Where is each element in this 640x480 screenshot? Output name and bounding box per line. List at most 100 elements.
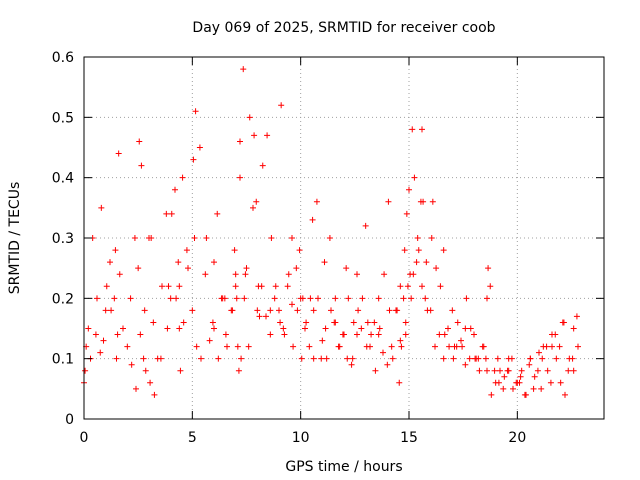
data-point xyxy=(411,174,418,181)
data-point xyxy=(250,204,256,211)
data-point xyxy=(485,265,492,272)
data-point xyxy=(303,319,310,326)
data-point xyxy=(100,337,107,344)
data-point xyxy=(256,313,263,320)
data-point xyxy=(167,295,174,302)
data-point xyxy=(335,343,342,350)
data-point xyxy=(462,325,469,332)
data-point xyxy=(209,319,216,326)
data-point xyxy=(253,198,260,205)
data-point xyxy=(309,216,316,223)
data-point xyxy=(176,283,183,290)
data-point xyxy=(237,138,243,145)
data-point xyxy=(232,271,239,278)
data-point xyxy=(131,235,138,241)
data-point xyxy=(488,391,495,398)
data-point xyxy=(229,307,236,314)
data-point xyxy=(543,343,550,350)
data-point xyxy=(414,235,421,241)
data-point xyxy=(114,331,121,338)
data-point xyxy=(462,361,469,368)
data-point xyxy=(203,235,210,241)
data-point xyxy=(422,295,429,302)
data-point xyxy=(354,271,360,278)
data-point xyxy=(530,385,537,392)
data-point xyxy=(185,265,191,272)
data-point xyxy=(419,126,425,133)
data-point xyxy=(251,132,258,139)
data-point xyxy=(157,355,164,362)
data-point xyxy=(385,198,392,205)
data-point xyxy=(575,343,581,350)
data-point xyxy=(539,355,546,362)
data-point xyxy=(433,265,440,272)
data-point xyxy=(112,247,119,254)
data-point xyxy=(164,325,171,332)
data-point xyxy=(371,319,378,326)
y-tick-label: 0.1 xyxy=(52,352,74,368)
data-point xyxy=(234,343,241,350)
data-point xyxy=(180,319,187,326)
data-point xyxy=(381,271,388,278)
data-point xyxy=(500,385,507,392)
data-point xyxy=(141,307,148,314)
data-point xyxy=(406,186,412,193)
data-point xyxy=(437,283,444,290)
data-point xyxy=(544,367,551,374)
x-axis-label: GPS time / hours xyxy=(285,459,402,475)
data-point xyxy=(241,295,248,302)
data-point xyxy=(494,355,501,362)
data-point xyxy=(538,385,545,392)
data-point xyxy=(285,271,292,278)
data-point xyxy=(449,307,456,314)
data-point xyxy=(402,331,409,338)
data-point xyxy=(569,355,576,362)
data-point xyxy=(501,373,508,380)
data-point xyxy=(471,331,477,338)
data-point xyxy=(363,343,370,350)
data-point xyxy=(388,343,395,350)
data-point xyxy=(107,259,113,266)
data-point xyxy=(264,132,271,139)
data-point xyxy=(98,204,105,211)
y-tick-label: 0.5 xyxy=(52,110,74,126)
data-point xyxy=(432,343,438,350)
data-point xyxy=(135,265,142,272)
data-point xyxy=(192,108,199,115)
data-point xyxy=(359,295,366,302)
data-point xyxy=(289,301,295,308)
data-point xyxy=(402,319,409,326)
data-point xyxy=(350,319,357,326)
data-point xyxy=(173,295,180,302)
data-point xyxy=(552,331,559,338)
data-point xyxy=(429,198,436,205)
data-point xyxy=(339,331,346,338)
data-point xyxy=(196,144,203,151)
data-point xyxy=(400,295,407,302)
data-point xyxy=(211,325,217,332)
data-point xyxy=(420,198,427,205)
data-point xyxy=(140,355,147,362)
data-point xyxy=(415,247,422,254)
data-point xyxy=(454,319,461,326)
data-point xyxy=(570,325,577,332)
data-point xyxy=(82,367,89,374)
data-point xyxy=(183,247,190,254)
data-point xyxy=(233,295,240,302)
data-point xyxy=(386,307,393,314)
data-point xyxy=(459,343,466,350)
data-point xyxy=(516,379,523,386)
data-point xyxy=(354,331,360,338)
y-tick-label: 0.2 xyxy=(52,291,74,307)
y-tick-label: 0 xyxy=(65,412,74,428)
data-point xyxy=(246,114,253,121)
data-point xyxy=(375,331,382,338)
data-point xyxy=(526,361,533,368)
data-point xyxy=(133,385,139,392)
data-point xyxy=(176,325,183,332)
data-point xyxy=(423,259,430,266)
x-tick-label: 0 xyxy=(80,430,89,446)
data-point xyxy=(570,367,577,374)
data-point xyxy=(467,325,474,332)
data-point xyxy=(344,355,351,362)
